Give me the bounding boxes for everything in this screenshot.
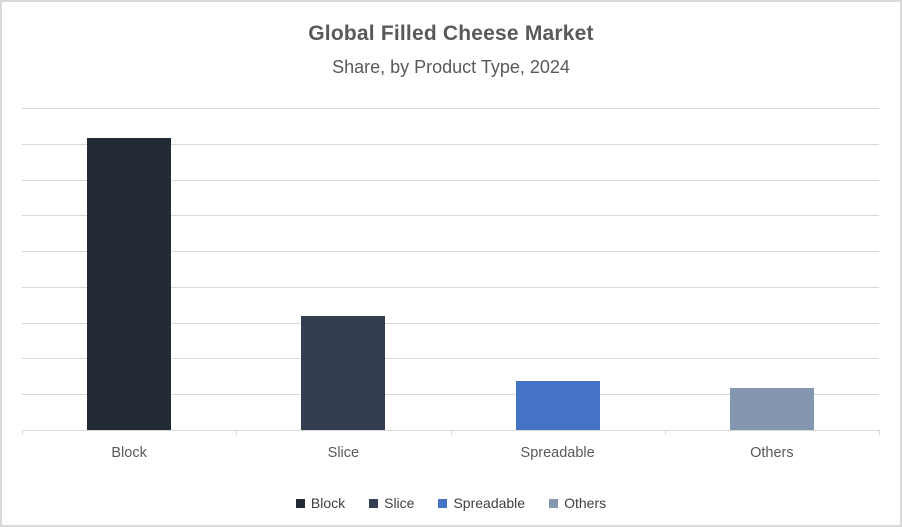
legend-item-others: Others: [549, 495, 606, 511]
x-axis-tick: [879, 430, 880, 435]
legend-label: Spreadable: [453, 495, 526, 511]
x-axis-label-others: Others: [750, 445, 794, 461]
x-axis-label-spreadable: Spreadable: [520, 445, 595, 461]
chart-title: Global Filled Cheese Market: [308, 22, 594, 45]
legend-item-block: Block: [295, 495, 346, 511]
bar-others: [729, 388, 814, 430]
plot-area: [22, 108, 880, 435]
bar-slice: [301, 316, 386, 430]
legend-item-spreadable: Spreadable: [438, 495, 525, 511]
gridline: [22, 251, 879, 253]
legend-label: Slice: [384, 495, 415, 511]
gridline: [22, 286, 879, 288]
gridline: [22, 394, 879, 396]
legend-item-slice: Slice: [369, 495, 414, 511]
x-axis-tick: [22, 430, 23, 435]
legend-marker-icon: [369, 498, 379, 508]
x-axis-tick: [450, 430, 452, 435]
legend-label: Block: [310, 495, 346, 511]
legend-marker-icon: [295, 498, 305, 508]
gridline: [22, 322, 879, 324]
x-axis-label-block: Block: [111, 445, 147, 461]
chart-subtitle: Share, by Product Type, 2024: [332, 57, 570, 77]
legend: Block Slice Spreadable Others: [2, 495, 900, 511]
x-axis-tick: [664, 430, 666, 435]
bar-block: [87, 138, 172, 430]
legend-label: Others: [564, 495, 607, 511]
x-axis-label-slice: Slice: [327, 445, 360, 461]
gridline: [22, 108, 879, 109]
gridline: [22, 179, 879, 181]
legend-marker-icon: [438, 498, 448, 508]
gridline: [22, 215, 879, 217]
legend-marker-icon: [549, 498, 559, 508]
bar-spreadable: [515, 381, 600, 430]
gridline: [22, 358, 879, 360]
gridline: [22, 143, 879, 145]
x-axis-tick: [236, 430, 238, 435]
